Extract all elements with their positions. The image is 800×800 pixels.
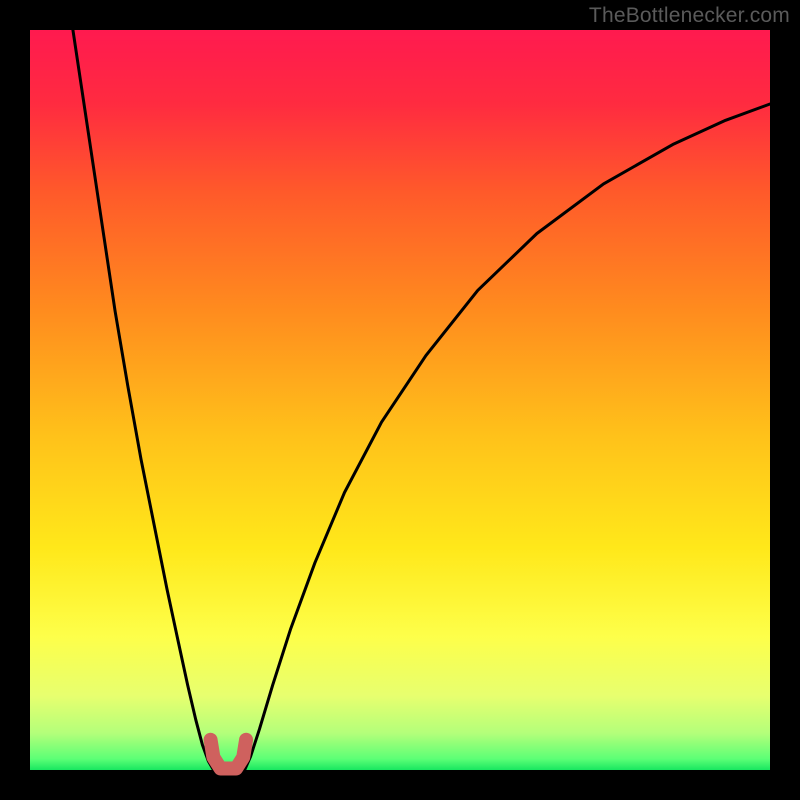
curve-layer (30, 30, 770, 770)
watermark-text: TheBottlenecker.com (589, 4, 790, 28)
chart-root: TheBottlenecker.com (0, 0, 800, 800)
optimal-point-marker (211, 740, 247, 769)
plot-area (30, 30, 770, 770)
curve-right-branch (245, 104, 770, 770)
curve-left-branch (73, 30, 214, 770)
